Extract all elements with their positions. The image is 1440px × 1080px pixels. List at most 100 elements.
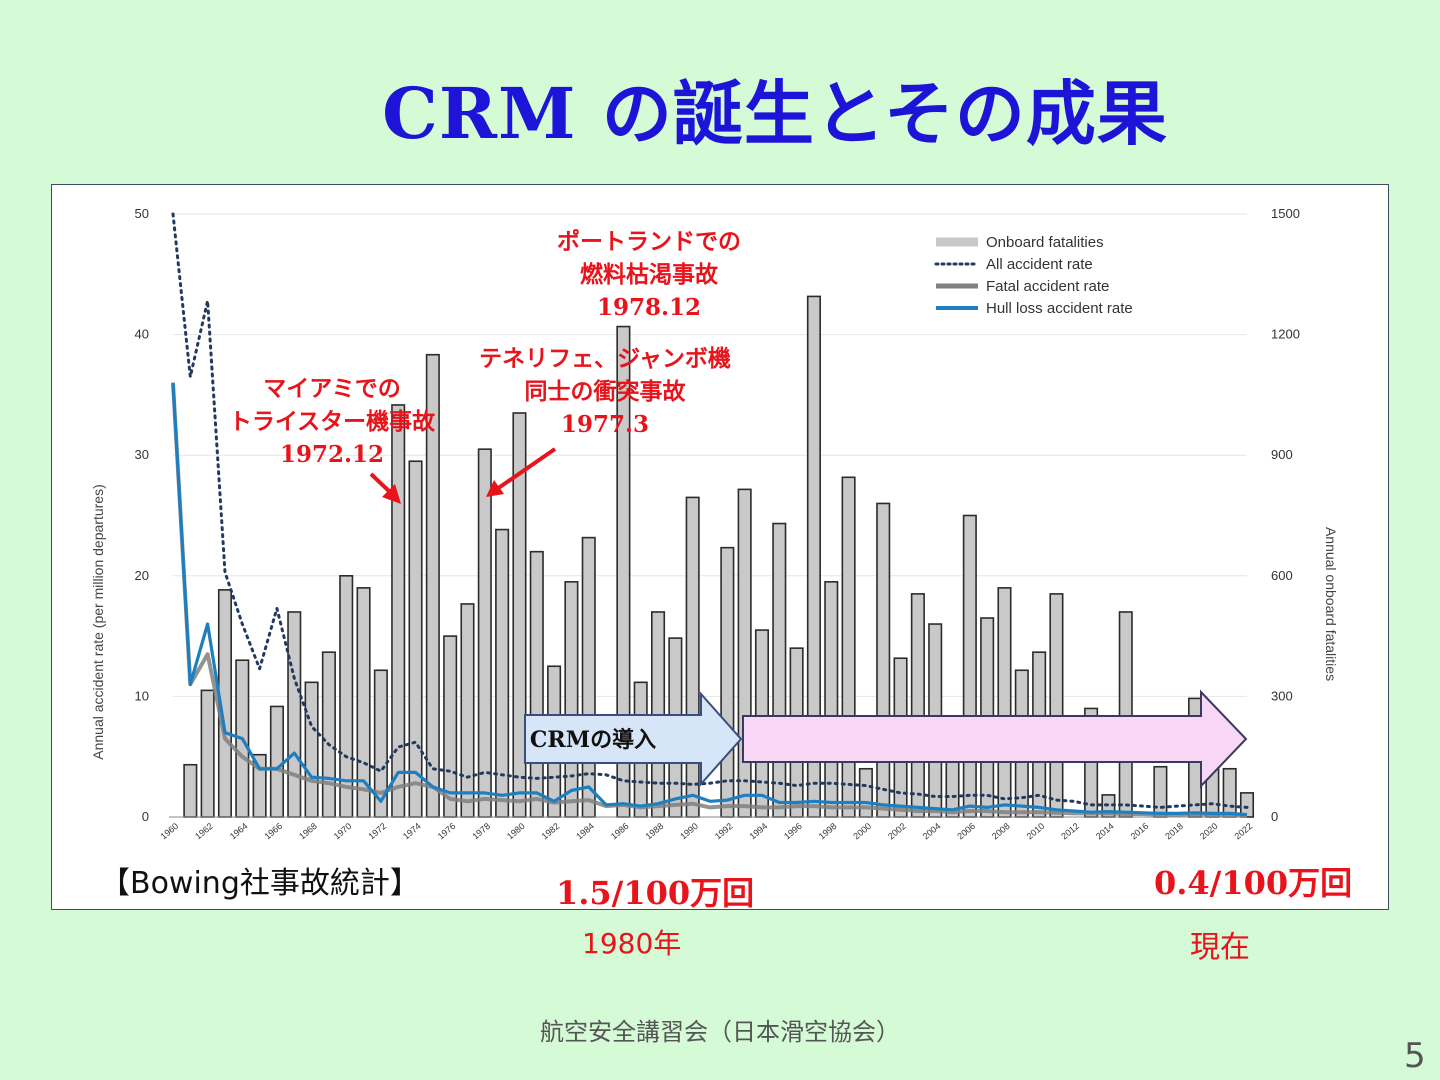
all-accident-rate-line [171,212,1249,809]
x-tick-label: 1986 [609,821,631,842]
x-tick-label: 1988 [644,821,666,842]
right-tick-label: 600 [1271,568,1293,583]
fatality-bar [720,546,735,818]
fatality-bar [962,514,977,818]
x-tick-label: 1978 [470,821,492,842]
chart-legend: Onboard fatalities All accident rate Fatal… [934,234,1133,317]
x-tick-label: 2002 [886,821,908,842]
right-tick-label: 300 [1271,688,1293,703]
fatality-bar [1222,767,1237,818]
fatality-bar [876,502,891,818]
year-1980: 1980年 [582,927,682,960]
annotation-tenerife-line1: テネリフェ、ジャンボ機 [479,345,731,372]
left-tick-label: 50 [135,206,149,221]
x-tick-label: 1962 [193,821,215,842]
right-tick-label: 1200 [1271,327,1300,342]
annotation-portland-line2: 燃料枯渇事故 [580,261,718,288]
x-tick-label: 1998 [817,821,839,842]
fatality-bar [1049,593,1064,818]
x-tick-label: 2008 [990,821,1012,842]
fatality-bar [321,651,336,818]
rate-lines [171,212,1249,818]
hull-loss-accident-rate-line [171,382,1248,817]
x-tick-label: 1968 [297,821,319,842]
left-tick-label: 30 [135,447,149,462]
annotation-tenerife: テネリフェ、ジャンボ機 同士の衝突事故 1977.3 [479,345,731,438]
crm-short-arrow [524,691,743,787]
tenerife-arrow-head [486,480,504,497]
fatal-accident-rate-line [171,382,1248,818]
fatality-bar [1118,611,1133,818]
rate-now: 0.4/100万回 [1154,864,1353,902]
miami-arrow-head [382,484,401,504]
fatality-bar [737,488,752,818]
fatality-bar [269,705,284,818]
x-tick-label: 1974 [401,821,423,842]
x-tick-label: 1980 [505,821,527,842]
x-tick-label: 2004 [921,821,943,842]
x-tick-label: 2010 [1025,821,1047,842]
fatality-bar [1153,765,1168,818]
fatality-bar [460,603,475,818]
annotation-miami: マイアミでの トライスター機事故 1972.12 [229,375,435,468]
page-number: 5 [1404,1036,1426,1076]
legend-entry: All accident rate [986,256,1093,273]
right-tick-label: 1500 [1271,206,1300,221]
annotation-miami-line1: マイアミでの [263,375,401,402]
tenerife-arrow-shaft [495,447,557,491]
x-tick-label: 1994 [747,821,769,842]
fatality-bar [477,448,492,818]
annotation-miami-line3: 1972.12 [280,441,384,468]
fatality-bar [564,581,579,818]
left-axis-label: Annual accident rate (per million depart… [90,484,106,759]
fatality-bar [685,496,700,818]
crm-intro-arrow: CRMの導入 [524,689,1248,789]
annotation-tenerife-line2: 同士の衝突事故 [525,378,686,405]
x-tick-label: 2022 [1233,821,1255,842]
left-tick-label: 10 [135,688,149,703]
fatality-bar [858,767,873,818]
x-tick-label: 2020 [1198,821,1220,842]
x-tick-label: 1960 [159,821,181,842]
fatality-bar [183,763,198,818]
fatality-bar [304,681,319,818]
x-tick-label: 2000 [851,821,873,842]
x-tick-label: 2006 [955,821,977,842]
x-tick-label: 1970 [332,821,354,842]
left-tick-label: 0 [142,809,149,824]
fatality-bar [841,476,856,818]
fatality-bar [910,593,925,818]
right-tick-label: 0 [1271,809,1278,824]
x-tick-label: 1984 [574,821,596,842]
annotation-tenerife-line3: 1977.3 [561,411,649,438]
fatality-bar [408,460,423,818]
legend-entry: Hull loss accident rate [986,300,1133,317]
left-tick-label: 20 [135,568,149,583]
right-tick-label: 900 [1271,447,1293,462]
fatality-bar [997,587,1012,818]
annotation-arrows [369,447,557,504]
fatality-bar [391,404,406,818]
crm-extended-arrow [742,689,1248,789]
x-tick-label: 1972 [366,821,388,842]
annotation-portland-line1: ポートランドでの [557,228,741,255]
annotation-miami-line2: トライスター機事故 [229,408,435,435]
slide-title: CRM の誕生とその成果 [382,72,1168,155]
x-tick-label: 1990 [678,821,700,842]
right-axis-label: Annual onboard fatalities [1323,527,1339,681]
rate-1980: 1.5/100万回 [556,874,755,912]
fatality-bar [772,522,787,818]
x-tick-label: 1982 [540,821,562,842]
legend-entry: Fatal accident rate [986,278,1109,295]
annotation-portland-line3: 1978.12 [597,294,701,321]
fatality-bar [287,611,302,818]
fatality-bar [200,689,215,818]
x-tick-label: 2016 [1129,821,1151,842]
footer-text: 航空安全講習会（日本滑空協会） [540,1018,900,1046]
x-tick-label: 1992 [713,821,735,842]
x-tick-label: 1966 [262,821,284,842]
left-tick-label: 40 [135,327,149,342]
miami-arrow-shaft [369,472,393,495]
crm-intro-label: CRMの導入 [530,727,656,753]
x-tick-label: 2018 [1163,821,1185,842]
